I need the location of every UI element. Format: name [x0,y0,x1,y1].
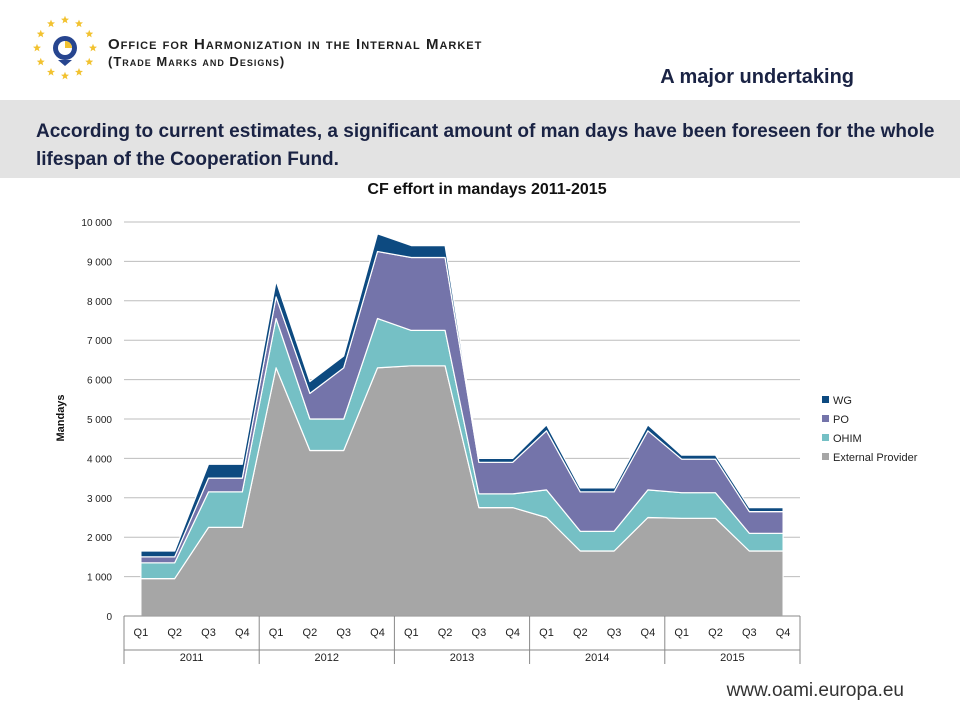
y-axis-label: Mandays [55,394,67,441]
x-tick-label: Q2 [708,627,723,639]
x-tick-label: Q3 [472,627,487,639]
logo-star-icon [36,57,45,66]
logo-star-icon [61,15,69,24]
slide-title: A major undertaking [660,66,854,88]
chart-panel: CF effort in mandays 2011-2015 0 1 000 2 0… [0,178,960,672]
logo-star-icon [47,19,55,28]
legend-label: PO [833,414,849,426]
x-tick-label: Q3 [742,627,757,639]
x-tick-label: Q4 [505,627,520,639]
legend-swatch [822,453,829,460]
legend-label: WG [833,395,852,407]
legend-label: External Provider [833,452,918,464]
x-tick-label: Q1 [404,627,419,639]
legend-label: OHIM [833,433,862,445]
logo-star-icon [36,29,45,38]
logo-star-icon [75,19,83,28]
x-tick-label: Q1 [674,627,689,639]
logo-star-icon [33,43,41,52]
year-label: 2012 [315,652,339,664]
x-tick-label: Q3 [336,627,351,639]
intro-text: According to current estimates, a signif… [36,121,935,170]
y-tick-label: 7 000 [87,336,112,347]
logo-star-icon [85,57,94,66]
chart-title: CF effort in mandays 2011-2015 [367,181,606,198]
legend-swatch [822,415,829,422]
area-series-wg [140,233,784,558]
year-label: 2015 [720,652,744,664]
logo-star-icon [61,71,69,80]
logo-star-icon [47,68,55,76]
y-tick-label: 4 000 [87,454,112,465]
legend-swatch [822,434,829,441]
year-label: 2013 [450,652,474,664]
header: Office for Harmonization in the Internal… [0,0,960,100]
x-tick-label: Q2 [438,627,453,639]
y-tick-label: 3 000 [87,494,112,505]
x-tick-label: Q1 [539,627,554,639]
y-tick-label: 5 000 [87,415,112,426]
y-tick-label: 2 000 [87,533,112,544]
x-tick-label: Q1 [269,627,284,639]
y-tick-label: 0 [106,612,112,623]
x-tick-label: Q4 [776,627,791,639]
org-subtitle: (Trade Marks and Designs) [108,54,286,69]
logo-star-icon [89,43,97,52]
legend-swatch [822,396,829,403]
x-tick-label: Q2 [303,627,318,639]
y-tick-label: 9 000 [87,257,112,268]
y-tick-label: 1 000 [87,573,112,584]
logo-star-icon [85,29,94,38]
oami-logo-icon [33,15,97,80]
y-tick-label: 6 000 [87,376,112,387]
y-tick-label: 8 000 [87,297,112,308]
org-name: Office for Harmonization in the Internal… [108,36,483,53]
y-tick-label: 10 000 [81,218,112,229]
x-tick-label: Q2 [167,627,182,639]
x-tick-label: Q4 [370,627,385,639]
area-chart: CF effort in mandays 2011-2015 0 1 000 2 0… [55,181,918,672]
footer-url[interactable]: www.oami.europa.eu [726,680,904,701]
x-tick-label: Q4 [641,627,656,639]
footer [0,664,960,720]
x-tick-label: Q3 [607,627,622,639]
year-label: 2014 [585,652,609,664]
year-label: 2011 [180,652,204,664]
x-tick-label: Q2 [573,627,588,639]
logo-star-icon [75,68,83,76]
x-tick-label: Q1 [134,627,149,639]
x-tick-label: Q4 [235,627,250,639]
x-tick-label: Q3 [201,627,216,639]
